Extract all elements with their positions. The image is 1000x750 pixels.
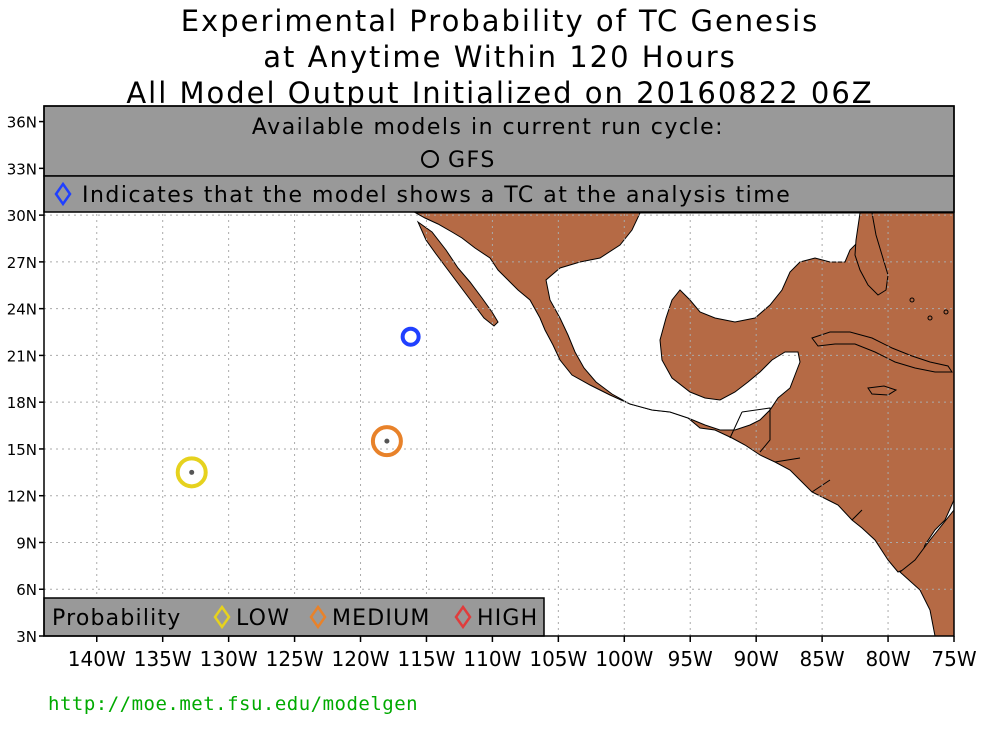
lat-tick-label: 6N [16,581,37,599]
lon-tick-label: 105W [529,647,587,671]
title-line-1: Experimental Probability of TC Genesis [180,4,820,38]
lon-tick-label: 100W [595,647,653,671]
lon-tick-label: 115W [397,647,455,671]
genesis-marker-medium [370,425,403,458]
genesis-marker-center [189,469,195,475]
map-frame [43,105,955,637]
lon-tick-label: 130W [200,647,258,671]
models-heading: Available models in current run cycle: [252,115,724,140]
medium-diamond-icon [309,604,327,630]
lon-tick-label: 140W [68,647,126,671]
lat-tick-label: 27N [7,254,37,272]
lat-tick-label: 33N [7,160,37,178]
title-line-2: at Anytime Within 120 Hours [263,40,737,74]
lon-tick-label: 75W [931,647,976,671]
lat-axis: 36N 33N 30N 27N 24N 21N 18N 15N 12N 9N 6N 3N [7,114,44,646]
analysis-tc-marker [400,326,421,347]
lon-tick-label: 125W [266,647,324,671]
lat-tick-label: 3N [16,628,37,646]
legend-medium: MEDIUM [332,606,431,631]
land-mass [414,212,954,636]
lat-tick-label: 30N [7,207,37,225]
indicator-panel [43,175,955,213]
lat-tick-label: 15N [7,441,37,459]
lon-tick-label: 80W [865,647,910,671]
lon-tick-label: 120W [332,647,390,671]
gfs-circle-icon [421,150,439,168]
genesis-marker-center [384,438,390,444]
lon-tick-label: 90W [734,647,779,671]
title-line-3: All Model Output Initialized on 20160822… [126,76,874,110]
blue-diamond-icon [54,181,72,207]
markers-layer [175,326,421,489]
high-diamond-icon [454,604,472,630]
legend-label: Probability [52,606,182,631]
indicator-text: Indicates that the model shows a TC at t… [82,183,791,208]
lon-tick-label: 110W [463,647,521,671]
lat-tick-label: 9N [16,534,37,552]
lat-tick-label: 36N [7,114,37,132]
lat-tick-label: 24N [7,301,37,319]
lat-tick-label: 21N [7,347,37,365]
model-gfs-label: GFS [448,148,496,173]
legend-high: HIGH [477,606,538,631]
lon-axis: 140W 135W 130W 125W 120W 115W 110W 105W 100W 95W 9… [68,636,977,671]
lon-tick-label: 85W [799,647,844,671]
lat-tick-label: 12N [7,488,37,506]
lon-tick-label: 135W [134,647,192,671]
genesis-marker-low [175,456,208,489]
footer-url-link[interactable]: http://moe.met.fsu.edu/modelgen [48,693,419,715]
lon-tick-label: 95W [668,647,713,671]
lat-tick-label: 18N [7,394,37,412]
low-diamond-icon [213,604,231,630]
legend-low: LOW [236,606,290,631]
